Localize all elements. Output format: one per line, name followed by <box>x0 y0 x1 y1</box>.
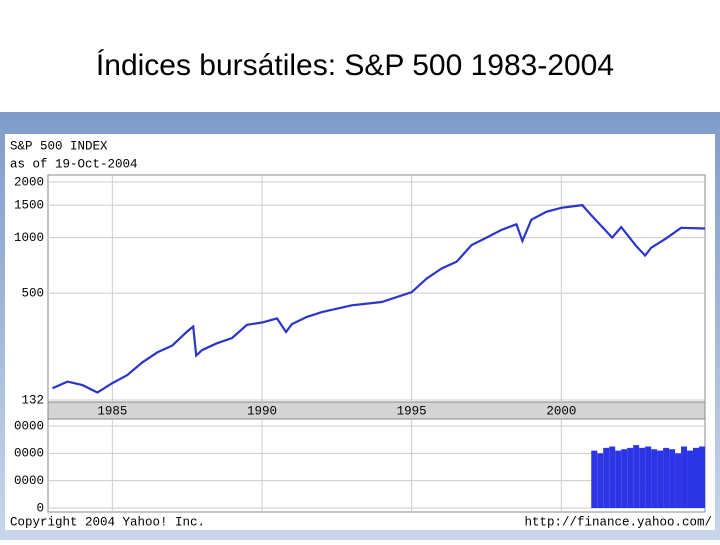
chart-title: S&P 500 INDEX <box>10 139 108 153</box>
volume-bar <box>621 449 628 508</box>
volume-bar <box>669 449 676 508</box>
volume-bar <box>687 450 694 508</box>
y-tick-label: 2000 <box>14 175 44 189</box>
x-tick-label: 1995 <box>397 404 427 418</box>
volume-bar <box>693 447 700 508</box>
volume-bar <box>645 446 652 508</box>
volume-tick-label: 0 <box>36 501 44 515</box>
volume-tick-label: 0000 <box>14 419 44 433</box>
source: http://finance.yahoo.com/ <box>524 515 712 529</box>
volume-bar <box>597 453 604 508</box>
volume-bar <box>615 450 622 508</box>
y-tick-label: 500 <box>21 286 44 300</box>
volume-bar <box>681 446 688 508</box>
x-tick-label: 1985 <box>97 404 127 418</box>
volume-bar <box>627 447 634 508</box>
volume-bar <box>651 449 658 508</box>
volume-bar <box>675 453 682 508</box>
volume-tick-label: 0000 <box>14 474 44 488</box>
volume-bar <box>633 445 640 508</box>
price-line <box>52 203 706 394</box>
volume-tick-label: 0000 <box>14 447 44 461</box>
y-tick-label: 1500 <box>14 198 44 212</box>
volume-bar <box>609 446 616 508</box>
y-tick-label: 132 <box>21 393 44 407</box>
slide-title: Índices bursátiles: S&P 500 1983-2004 <box>96 49 614 82</box>
x-tick-label: 2000 <box>546 404 576 418</box>
y-tick-label: 1000 <box>14 231 44 245</box>
plot-frame <box>47 174 706 403</box>
volume-bar <box>699 446 705 508</box>
volume-bar <box>591 450 598 508</box>
volume-bar <box>663 447 670 508</box>
volume-bar <box>657 450 664 508</box>
x-tick-label: 1990 <box>247 404 277 418</box>
volume-bar <box>603 447 610 508</box>
volume-bar <box>639 447 646 508</box>
chart-subtitle: as of 19-Oct-2004 <box>10 157 138 171</box>
copyright: Copyright 2004 Yahoo! Inc. <box>10 515 205 529</box>
x-axis-band <box>47 401 706 420</box>
